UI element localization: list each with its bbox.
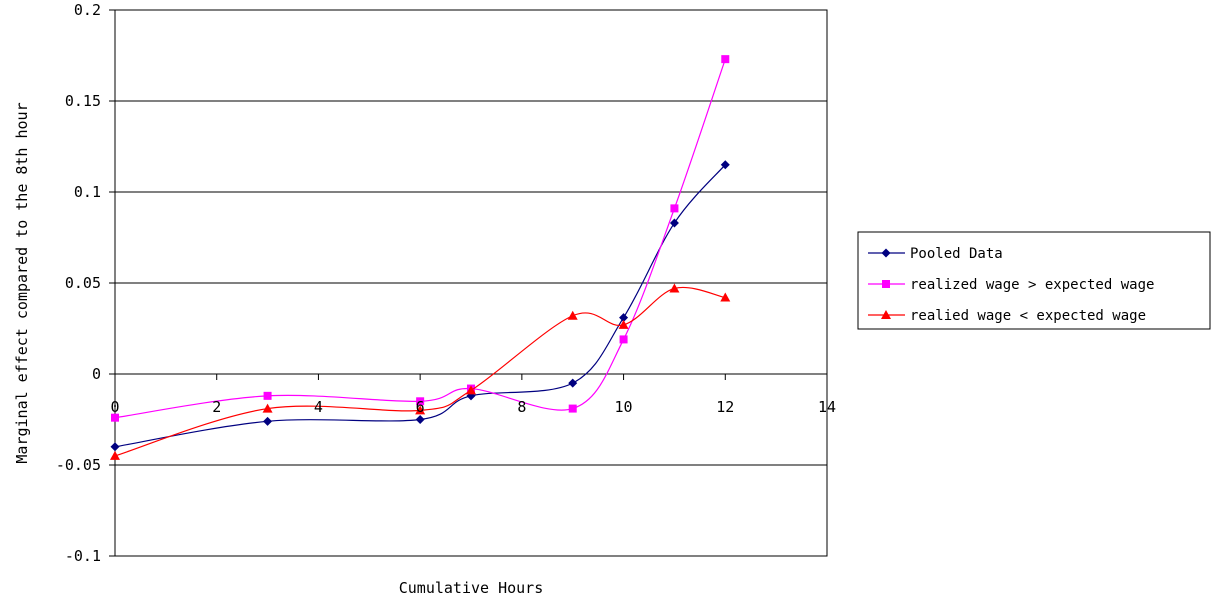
series-2 bbox=[110, 283, 731, 460]
data-point-2-3 bbox=[466, 385, 476, 395]
series-line-1 bbox=[114, 58, 726, 419]
data-point-1-2 bbox=[416, 397, 425, 406]
x-axis-title: Cumulative Hours bbox=[399, 579, 544, 597]
data-point-0-4 bbox=[568, 378, 578, 388]
x-tick-label-0: 0 bbox=[110, 398, 119, 416]
legend-label-0: Pooled Data bbox=[910, 246, 1003, 262]
x-tick-label-6: 12 bbox=[716, 398, 734, 416]
y-axis-title: Marginal effect compared to the 8th hour bbox=[13, 102, 31, 463]
legend-item-0: Pooled Data bbox=[868, 246, 1003, 262]
data-point-1-0 bbox=[111, 413, 119, 422]
data-point-1-4 bbox=[568, 404, 577, 413]
y-tick-label-5: -0.05 bbox=[56, 456, 101, 474]
data-point-0-5 bbox=[619, 313, 629, 323]
data-point-0-6 bbox=[669, 218, 679, 228]
legend: Pooled Data realized wage > expected wage… bbox=[857, 231, 1211, 330]
y-tick-label-3: 0.05 bbox=[65, 274, 101, 292]
x-tick-label-3: 6 bbox=[416, 398, 425, 416]
data-point-2-4 bbox=[567, 310, 578, 320]
legend-label-1: realized wage > expected wage bbox=[910, 277, 1154, 293]
series-line-2 bbox=[114, 286, 726, 457]
legend-items: Pooled Data realized wage > expected wage… bbox=[868, 246, 1154, 324]
legend-item-2: realied wage < expected wage bbox=[868, 308, 1146, 324]
x-tick-label-4: 8 bbox=[517, 398, 526, 416]
legend-marker-1 bbox=[882, 280, 890, 288]
legend-label-2: realied wage < expected wage bbox=[910, 308, 1146, 324]
x-tick-label-2: 4 bbox=[314, 398, 323, 416]
y-tick-label-6: -0.1 bbox=[65, 547, 101, 565]
series-1 bbox=[111, 55, 730, 422]
legend-item-1: realized wage > expected wage bbox=[868, 277, 1154, 293]
data-point-1-5 bbox=[619, 335, 628, 344]
data-point-0-1 bbox=[263, 416, 273, 426]
data-point-1-7 bbox=[721, 55, 730, 64]
y-tick-label-2: 0.1 bbox=[74, 183, 101, 201]
legend-marker-2 bbox=[881, 310, 891, 319]
x-tick-label-7: 14 bbox=[818, 398, 836, 416]
data-point-0-2 bbox=[415, 415, 425, 424]
data-point-1-1 bbox=[263, 391, 272, 400]
y-tick-label-1: 0.15 bbox=[65, 92, 101, 110]
axes bbox=[109, 9, 828, 557]
x-tick-label-1: 2 bbox=[212, 398, 221, 416]
data-point-0-7 bbox=[720, 160, 730, 170]
data-point-2-1 bbox=[262, 403, 273, 413]
data-point-0-0 bbox=[110, 442, 120, 452]
x-tick-label-5: 10 bbox=[615, 398, 633, 416]
data-point-2-5 bbox=[618, 319, 629, 329]
legend-box bbox=[857, 231, 1211, 330]
data-point-2-2 bbox=[415, 405, 426, 415]
y-tick-label-0: 0.2 bbox=[74, 1, 101, 19]
data-point-1-6 bbox=[670, 204, 679, 213]
legend-marker-0 bbox=[881, 248, 891, 258]
gridlines bbox=[115, 9, 827, 557]
data-point-2-7 bbox=[720, 292, 731, 302]
y-tick-label-4: 0 bbox=[92, 365, 101, 383]
series-group bbox=[110, 55, 731, 460]
data-point-2-0 bbox=[110, 450, 120, 460]
data-point-2-6 bbox=[669, 283, 680, 293]
tick-labels: 0.2 0.15 0.1 0.05 0 -0.05 -0.1 0 2 4 6 8 10 12 14 bbox=[56, 1, 836, 565]
